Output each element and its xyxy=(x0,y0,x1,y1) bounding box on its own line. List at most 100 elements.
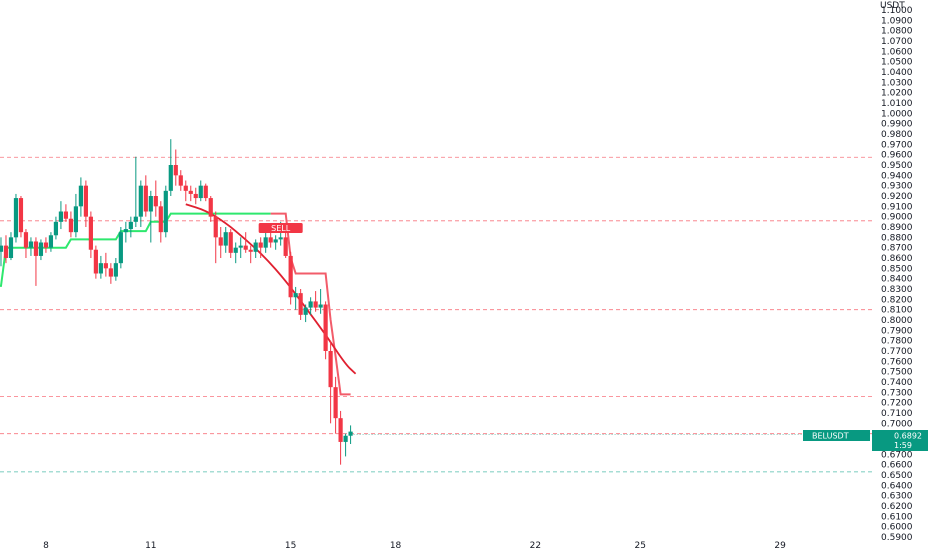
candle xyxy=(133,156,138,227)
candle-body xyxy=(178,175,183,186)
y-tick-label: 0.9600 xyxy=(881,151,913,161)
candle xyxy=(53,216,59,240)
candle-body xyxy=(8,237,14,258)
candle-body xyxy=(153,196,158,207)
candle-body xyxy=(53,221,59,236)
candle-body xyxy=(163,190,168,233)
candle-body xyxy=(233,247,238,253)
y-tick-label: 0.7200 xyxy=(881,399,913,409)
candle xyxy=(93,245,98,279)
candle xyxy=(288,251,293,305)
candle xyxy=(223,227,228,253)
candle-body xyxy=(108,268,113,277)
candle xyxy=(13,193,19,243)
y-tick-label: 0.8300 xyxy=(881,285,913,295)
candle-body xyxy=(223,232,228,246)
candle-body xyxy=(43,242,49,248)
candle xyxy=(323,301,328,360)
candle xyxy=(343,433,348,457)
last-price-label: 0.6892 xyxy=(894,432,922,441)
y-tick-label: 1.0000 xyxy=(881,109,913,119)
candle xyxy=(33,237,39,286)
candle-body xyxy=(168,165,173,191)
candle-body xyxy=(288,255,293,298)
candle-body xyxy=(248,249,253,252)
y-tick-label: 0.8200 xyxy=(881,295,913,305)
candle xyxy=(158,201,163,243)
candle xyxy=(113,258,118,281)
y-tick-label: 0.8900 xyxy=(881,223,913,233)
candle-body xyxy=(273,239,278,243)
candle-body xyxy=(143,185,148,212)
price-tag-bg xyxy=(872,430,928,451)
time-axis[interactable]: 8 11 15 18 22 25 29 xyxy=(43,541,786,550)
candle-body xyxy=(253,242,258,252)
candle xyxy=(193,187,198,205)
x-tick-label: 22 xyxy=(530,541,541,550)
candle-body xyxy=(313,301,318,308)
candle-body xyxy=(23,232,29,248)
candle-body xyxy=(93,249,98,274)
candle xyxy=(163,185,168,238)
candle-body xyxy=(283,237,288,256)
x-tick-label: 18 xyxy=(390,541,402,550)
y-tick-label: 0.9400 xyxy=(881,171,913,181)
y-tick-label: 0.9200 xyxy=(881,192,913,202)
candle-body xyxy=(213,216,218,238)
y-tick-label: 0.6300 xyxy=(881,492,913,502)
y-tick-label: 0.9900 xyxy=(881,120,913,130)
candle xyxy=(318,289,323,314)
x-tick-label: 25 xyxy=(635,541,646,550)
sell-signal-bg xyxy=(258,223,303,234)
candle xyxy=(213,211,218,264)
candle xyxy=(43,237,49,253)
candlesticks xyxy=(0,139,353,465)
candle xyxy=(188,185,193,202)
candle-body xyxy=(173,165,178,176)
y-tick-label: 0.5900 xyxy=(881,533,913,543)
candle xyxy=(273,235,278,250)
candle xyxy=(148,190,153,243)
candle-body xyxy=(38,242,44,256)
candle-body xyxy=(148,196,153,212)
y-tick-label: 0.6100 xyxy=(881,512,913,522)
candle xyxy=(103,252,108,277)
y-tick-label: 0.9700 xyxy=(881,140,913,150)
candle-body xyxy=(3,245,9,258)
y-tick-label: 0.8700 xyxy=(881,244,913,254)
candle-body xyxy=(138,185,143,217)
y-tick-label: 0.8400 xyxy=(881,275,913,285)
x-tick-label: 11 xyxy=(145,541,156,550)
y-tick-label: 0.7400 xyxy=(881,378,913,388)
candle xyxy=(83,180,88,227)
candle-body xyxy=(323,304,328,351)
y-tick-label: 0.7600 xyxy=(881,357,913,367)
y-tick-label: 0.7000 xyxy=(881,419,913,429)
y-tick-label: 1.0400 xyxy=(881,68,913,78)
candle xyxy=(238,237,243,258)
candle xyxy=(23,229,29,258)
candle-body xyxy=(113,263,118,277)
candle-body xyxy=(243,245,248,250)
candle-body xyxy=(193,193,198,199)
candle xyxy=(0,237,4,267)
candle-body xyxy=(263,237,268,248)
candle-body xyxy=(63,211,69,219)
candle-body xyxy=(13,198,19,238)
y-tick-label: 0.6600 xyxy=(881,461,913,471)
candle xyxy=(183,180,188,202)
candle xyxy=(118,227,123,269)
candle xyxy=(283,232,288,258)
signals: SELL xyxy=(258,223,803,435)
candle xyxy=(38,239,44,261)
candle-body xyxy=(348,431,353,436)
candle-body xyxy=(333,387,338,419)
price-axis[interactable]: USDT 1.10001.09001.08001.07001.06001.050… xyxy=(880,1,913,543)
candle xyxy=(18,196,24,238)
candle xyxy=(88,211,93,258)
y-tick-label: 0.8800 xyxy=(881,233,913,243)
candle xyxy=(298,289,303,320)
y-tick-label: 0.6400 xyxy=(881,481,913,491)
y-tick-label: 1.0200 xyxy=(881,89,913,99)
